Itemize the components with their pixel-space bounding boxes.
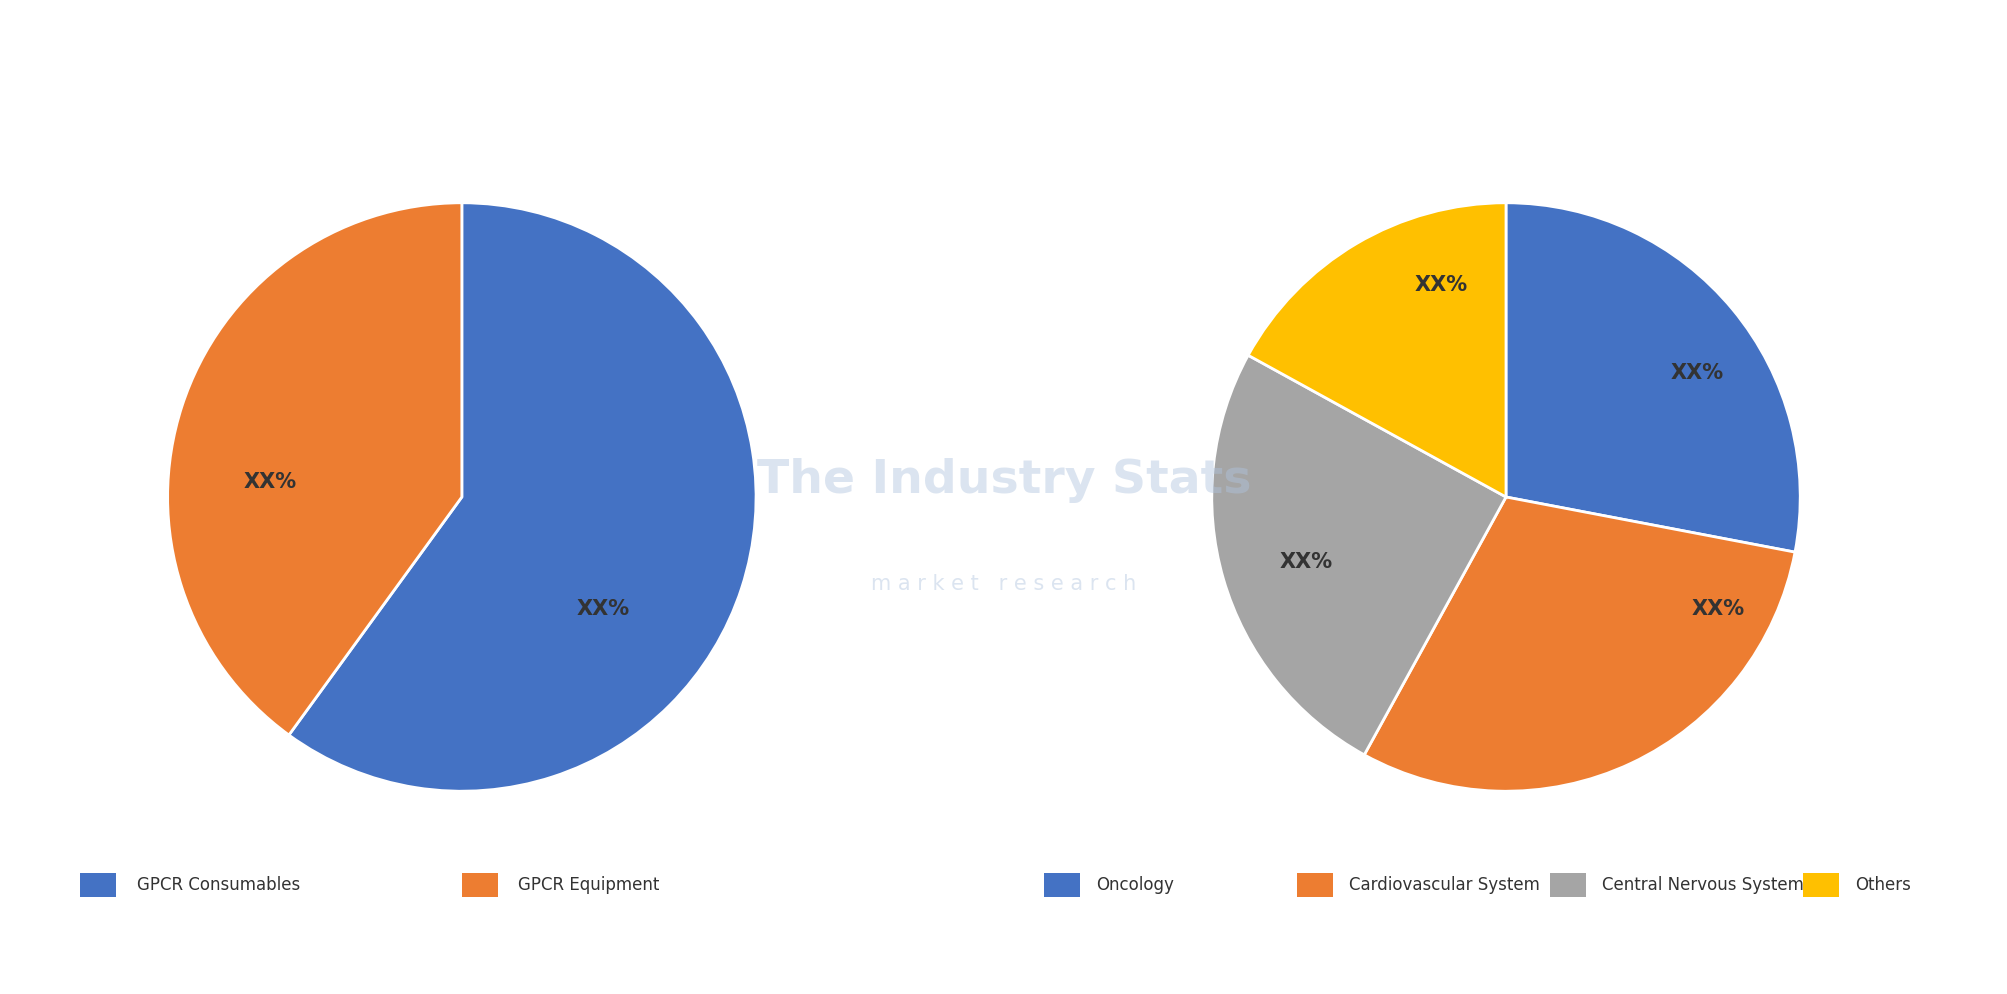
Wedge shape (167, 203, 462, 735)
Text: XX%: XX% (1670, 364, 1722, 384)
Text: Cardiovascular System: Cardiovascular System (1349, 876, 1539, 894)
FancyBboxPatch shape (1802, 873, 1838, 897)
FancyBboxPatch shape (1044, 873, 1080, 897)
Wedge shape (1248, 203, 1505, 497)
Wedge shape (1210, 355, 1505, 754)
Text: Email: sales@theindustrystats.com: Email: sales@theindustrystats.com (853, 951, 1154, 967)
Text: Fig. Global G-Protein Coupled Receptor (GPCR) Targeting Market Share by Product : Fig. Global G-Protein Coupled Receptor (… (24, 28, 1152, 80)
Wedge shape (289, 203, 757, 791)
FancyBboxPatch shape (80, 873, 116, 897)
Text: The Industry Stats: The Industry Stats (757, 457, 1250, 503)
Text: Central Nervous System: Central Nervous System (1602, 876, 1804, 894)
Text: GPCR Equipment: GPCR Equipment (518, 876, 658, 894)
FancyBboxPatch shape (462, 873, 498, 897)
Text: GPCR Consumables: GPCR Consumables (136, 876, 299, 894)
Text: XX%: XX% (576, 598, 630, 619)
Text: Oncology: Oncology (1096, 876, 1174, 894)
Text: XX%: XX% (1278, 552, 1333, 572)
Text: XX%: XX% (1415, 275, 1467, 295)
FancyBboxPatch shape (1549, 873, 1586, 897)
Text: Others: Others (1854, 876, 1911, 894)
Text: XX%: XX% (1690, 598, 1744, 619)
Wedge shape (1363, 497, 1794, 791)
Wedge shape (1505, 203, 1800, 552)
Text: Website: www.theindustrystats.com: Website: www.theindustrystats.com (1676, 951, 1987, 967)
FancyBboxPatch shape (1297, 873, 1333, 897)
Text: m a r k e t   r e s e a r c h: m a r k e t r e s e a r c h (871, 575, 1136, 594)
Text: XX%: XX% (245, 472, 297, 492)
Text: Source: Theindustrystats Analysis: Source: Theindustrystats Analysis (20, 951, 313, 967)
